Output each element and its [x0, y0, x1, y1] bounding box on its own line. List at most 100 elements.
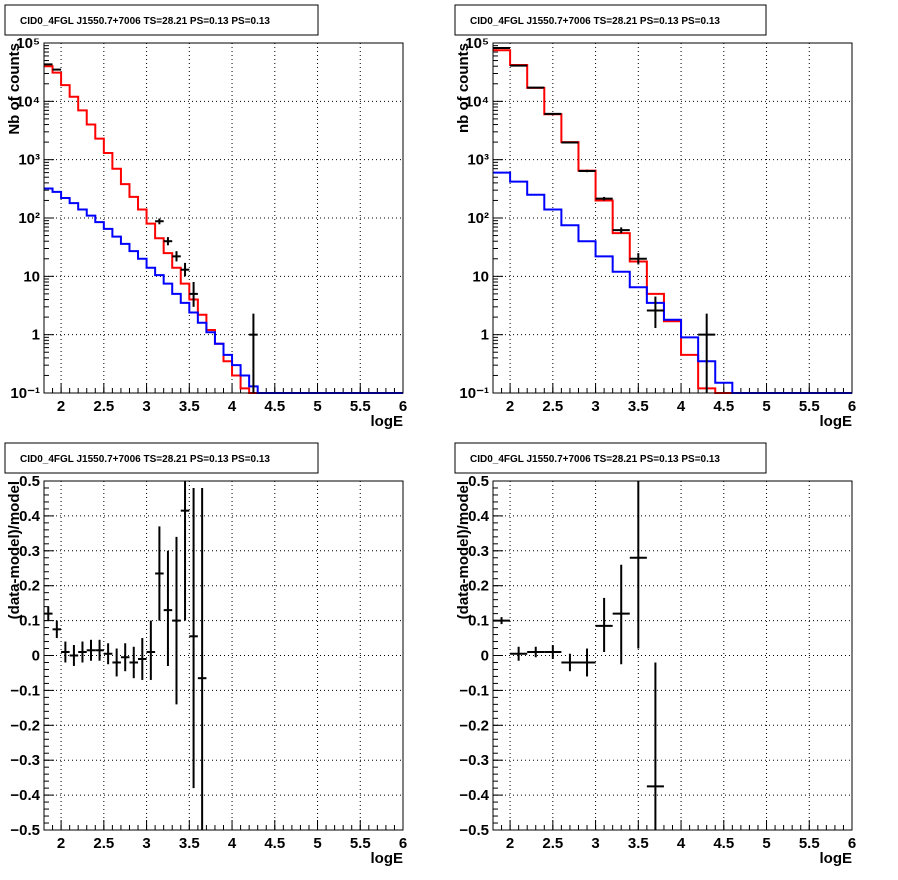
data-point — [561, 654, 578, 671]
data-point — [493, 617, 510, 624]
x-tick-label: 4 — [677, 398, 686, 415]
y-tick-label: 10⁻¹ — [459, 385, 489, 402]
data-point — [647, 662, 664, 830]
x-axis-label: logE — [371, 413, 404, 430]
data-point — [510, 647, 527, 661]
histogram-series-1 — [493, 50, 852, 393]
x-tick-label: 5.5 — [799, 835, 820, 852]
y-tick-label: 1 — [481, 327, 489, 344]
x-tick-label: 3 — [591, 835, 599, 852]
data-point — [249, 314, 258, 393]
data-point — [578, 649, 595, 677]
x-tick-label: 2.5 — [542, 835, 563, 852]
x-tick-label: 2 — [57, 398, 65, 415]
y-tick-label: −0.4 — [10, 787, 40, 804]
y-tick-label: 10⁻¹ — [10, 385, 40, 402]
data-point — [138, 638, 147, 680]
x-tick-label: 3.5 — [179, 398, 200, 415]
x-tick-label: 3.5 — [179, 835, 200, 852]
y-tick-label: −0.5 — [10, 822, 40, 839]
y-tick-label: 10² — [467, 210, 489, 227]
data-point — [112, 649, 121, 677]
data-point — [544, 113, 561, 114]
data-point — [155, 526, 164, 620]
y-axis-label: (data-model)/model — [6, 481, 23, 619]
data-point — [95, 640, 104, 661]
data-point — [544, 645, 561, 659]
x-tick-label: 3.5 — [628, 835, 649, 852]
x-tick-label: 5 — [762, 398, 770, 415]
x-tick-label: 2.5 — [542, 398, 563, 415]
x-tick-label: 2.5 — [93, 835, 114, 852]
plot-frame — [44, 481, 403, 830]
y-tick-label: 10³ — [467, 152, 489, 169]
plot-frame — [493, 43, 852, 393]
data-point — [172, 251, 181, 261]
x-tick-label: 4 — [677, 835, 686, 852]
x-axis-label: logE — [820, 413, 853, 430]
x-tick-label: 3 — [142, 835, 150, 852]
x-tick-label: 4 — [228, 835, 237, 852]
data-point — [87, 640, 96, 661]
x-tick-label: 3.5 — [628, 398, 649, 415]
data-point — [78, 642, 87, 663]
y-axis-label: nb of counts — [455, 43, 472, 133]
chart-title: CID0_4FGL J1550.7+7006 TS=28.21 PS=0.13 … — [470, 454, 720, 465]
x-tick-label: 2 — [506, 835, 514, 852]
data-point — [189, 488, 198, 788]
data-point — [561, 142, 578, 144]
y-tick-label: −0.5 — [459, 822, 489, 839]
data-point — [53, 621, 62, 638]
y-axis-label: (data-model)/model — [455, 481, 472, 619]
y-tick-label: 0 — [481, 648, 489, 665]
x-tick-label: 2 — [506, 398, 514, 415]
y-tick-label: −0.4 — [459, 787, 489, 804]
y-tick-label: −0.1 — [459, 682, 489, 699]
y-tick-label: 1 — [32, 327, 40, 344]
data-point — [164, 237, 173, 245]
chart-title: CID0_4FGL J1550.7+7006 TS=28.21 PS=0.13 … — [470, 16, 720, 27]
x-tick-label: 5 — [762, 835, 770, 852]
y-tick-label: 10³ — [18, 152, 40, 169]
y-tick-label: −0.1 — [10, 682, 40, 699]
data-point — [172, 537, 181, 705]
data-point — [198, 488, 207, 830]
x-axis-label: logE — [371, 850, 404, 867]
x-tick-label: 5.5 — [350, 835, 371, 852]
data-point — [578, 170, 595, 172]
data-point — [147, 621, 156, 680]
data-point — [527, 87, 544, 88]
data-point — [613, 565, 630, 664]
x-tick-label: 2.5 — [93, 398, 114, 415]
x-tick-label: 5 — [313, 398, 321, 415]
data-point — [181, 263, 190, 276]
y-tick-label: 10 — [472, 268, 489, 285]
x-tick-label: 3 — [142, 398, 150, 415]
x-tick-label: 4.5 — [264, 398, 285, 415]
plot-frame — [44, 43, 403, 393]
x-tick-label: 4.5 — [713, 835, 734, 852]
plot-frame — [493, 481, 852, 830]
data-point — [647, 297, 664, 328]
y-tick-label: 10² — [18, 210, 40, 227]
histogram-series-2 — [493, 173, 852, 393]
x-tick-label: 4.5 — [713, 398, 734, 415]
data-point — [596, 598, 613, 652]
y-tick-label: 10 — [23, 268, 40, 285]
y-tick-label: −0.2 — [10, 717, 40, 734]
data-point — [121, 643, 130, 671]
chart-title: CID0_4FGL J1550.7+7006 TS=28.21 PS=0.13 … — [20, 16, 270, 27]
x-tick-label: 5.5 — [799, 398, 820, 415]
y-tick-label: −0.3 — [459, 752, 489, 769]
x-tick-label: 5.5 — [350, 398, 371, 415]
data-point — [630, 481, 647, 649]
y-tick-label: −0.2 — [459, 717, 489, 734]
data-point — [44, 607, 53, 621]
x-tick-label: 2 — [57, 835, 65, 852]
